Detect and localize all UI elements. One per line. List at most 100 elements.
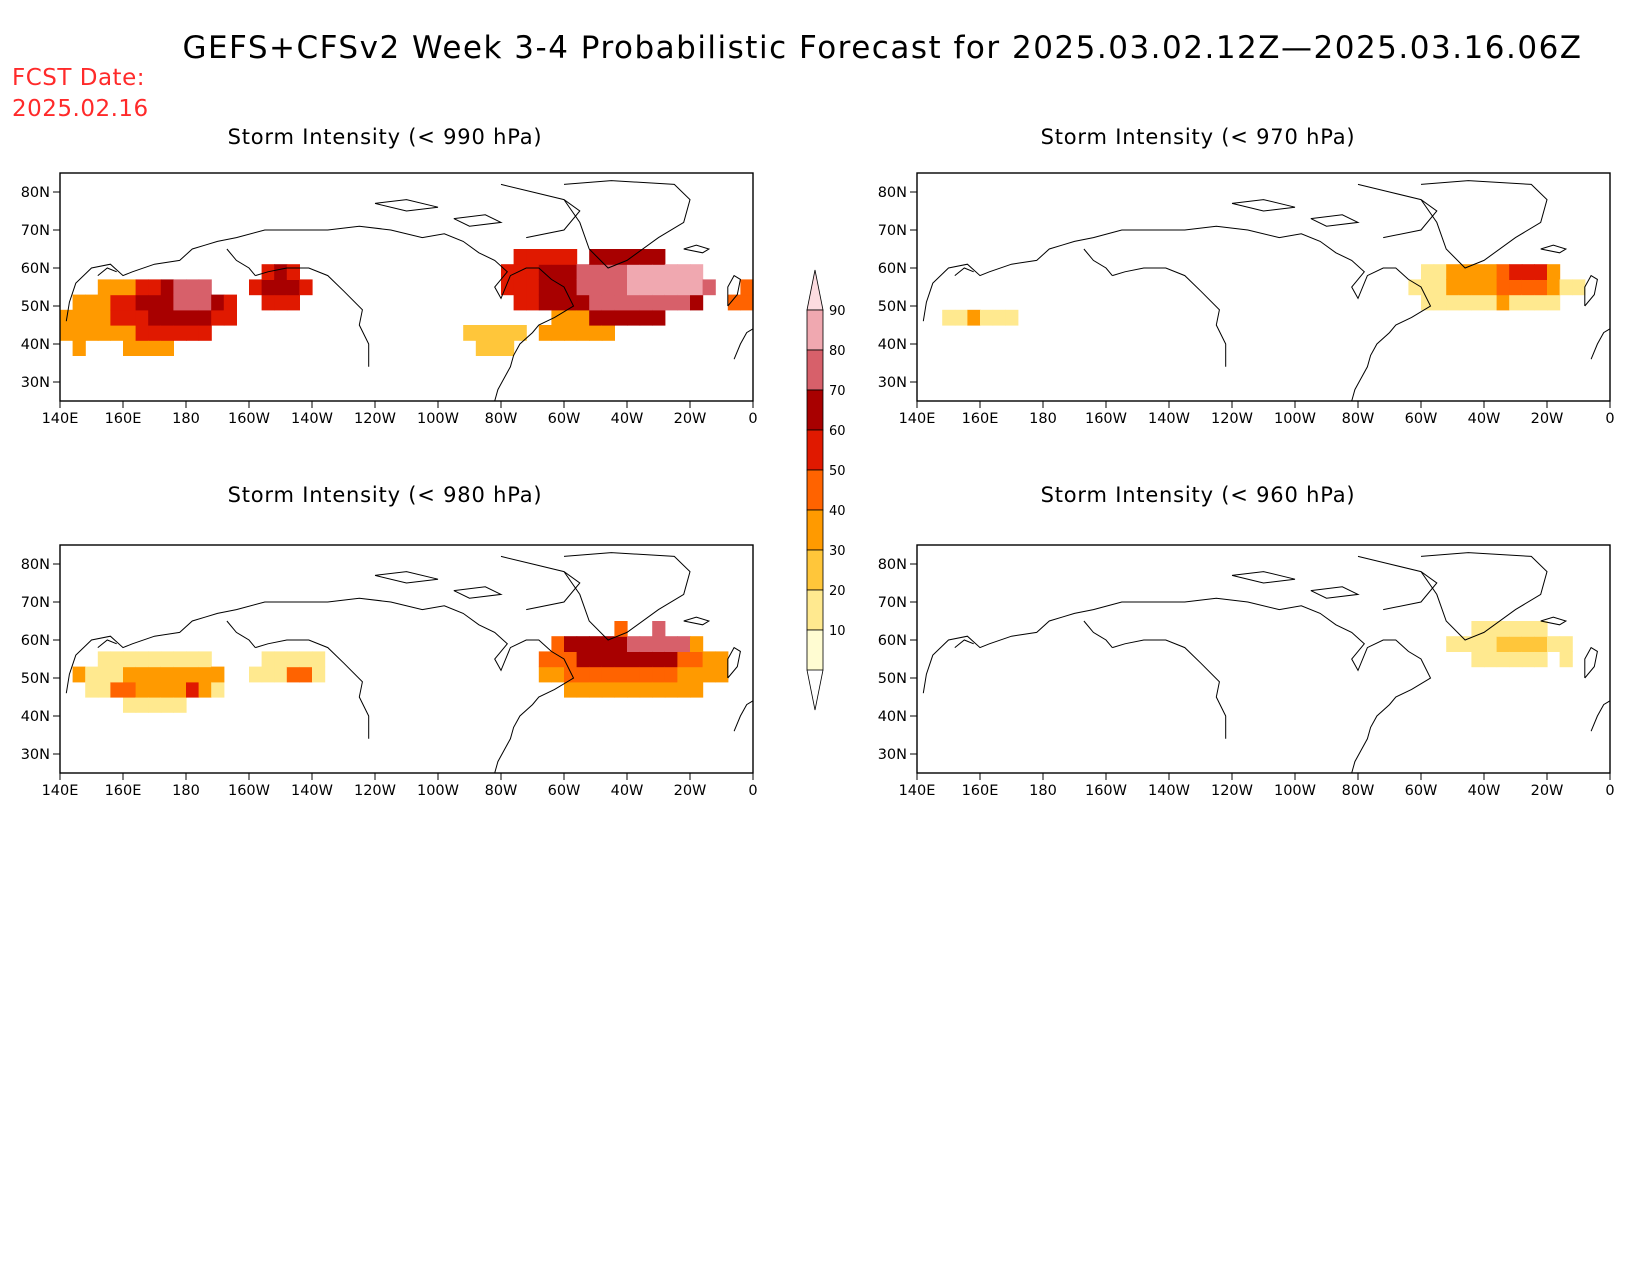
probability-cell (97, 651, 111, 668)
probability-cell (1471, 264, 1485, 280)
probability-cell (513, 325, 527, 341)
probability-cell (1471, 651, 1485, 668)
y-tick-label: 30N (878, 375, 907, 391)
coastline (65, 597, 575, 774)
y-tick-label: 50N (21, 299, 50, 315)
probability-cell (123, 279, 137, 296)
probability-cell (614, 249, 628, 265)
probability-cell (564, 651, 578, 668)
probability-cell (148, 651, 162, 668)
x-tick-label: 160E (962, 783, 999, 799)
probability-cell (513, 279, 527, 296)
probability-cell (97, 681, 111, 698)
coastline (683, 616, 711, 626)
x-tick-label: 140E (899, 411, 936, 427)
y-tick-label: 60N (878, 633, 907, 649)
probability-cell (198, 681, 212, 698)
probability-cell (123, 651, 137, 668)
probability-cell (72, 340, 86, 356)
probability-cell (110, 651, 124, 668)
probability-cell (1005, 309, 1019, 326)
probability-cell (614, 264, 628, 280)
map-panel-980: 80N 70N 60N 50N 40N 30N 140E 160E 180 160W 140W 120… (21, 544, 758, 799)
probability-cell (627, 309, 641, 326)
probability-cell (286, 666, 300, 683)
map-frame (916, 544, 1611, 774)
probability-cell (1496, 621, 1510, 637)
map-panel-960: 80N 70N 60N 50N 40N 30N 140E 160E 180 160W 140W 120… (878, 544, 1615, 799)
probability-cell (551, 666, 565, 683)
x-tick-label: 100W (1274, 783, 1316, 799)
probability-cell (1547, 636, 1561, 652)
probability-cell (551, 249, 565, 265)
probability-cell (186, 325, 200, 341)
probability-cell (1484, 636, 1498, 652)
coastline (727, 274, 741, 307)
probability-cell (589, 681, 603, 698)
x-tick-label: 160E (105, 783, 142, 799)
x-tick-label: 140W (1148, 411, 1190, 427)
probability-cell (249, 279, 263, 296)
probability-cell (1559, 279, 1573, 296)
x-tick-label: 120W (354, 783, 396, 799)
probability-cell (123, 325, 137, 341)
coastline (727, 646, 741, 679)
probability-cell (160, 294, 174, 311)
probability-cell (186, 681, 200, 698)
y-tick-label: 30N (878, 747, 907, 763)
probability-cell (639, 666, 653, 683)
map-frame (59, 172, 754, 402)
probability-cell (564, 249, 578, 265)
coastline (733, 700, 754, 732)
colorbar: 10 20 30 40 50 60 70 80 90 (806, 269, 846, 711)
x-tick-label: 140E (42, 411, 79, 427)
probability-cell (639, 309, 653, 326)
probability-cell (148, 279, 162, 296)
probability-cell (85, 666, 99, 683)
probability-cell (627, 651, 641, 668)
probability-cell (186, 309, 200, 326)
y-tick-label: 40N (21, 709, 50, 725)
probability-cell (538, 249, 552, 265)
coastline (97, 267, 117, 276)
x-tick-label: 180 (172, 783, 200, 799)
x-tick-label: 40W (611, 783, 644, 799)
probability-cell (1433, 264, 1447, 280)
probability-cell (123, 666, 137, 683)
coastline (1231, 571, 1296, 584)
probability-cell (72, 294, 86, 311)
probability-cell (576, 279, 590, 296)
y-tick-label: 50N (878, 299, 907, 315)
coastline (1310, 214, 1360, 227)
probability-cell (627, 294, 641, 311)
probability-cell (551, 279, 565, 296)
probability-cell (274, 651, 288, 668)
probability-cell (614, 666, 628, 683)
probability-cell (690, 264, 704, 280)
x-tick-label: 180 (1029, 411, 1057, 427)
probability-cell (551, 325, 565, 341)
probability-cell (576, 651, 590, 668)
probability-cell (1496, 279, 1510, 296)
probability-cell (740, 279, 754, 296)
probability-cell (589, 636, 603, 652)
probability-cell (211, 666, 225, 683)
probability-cell (538, 279, 552, 296)
y-tick-label: 50N (21, 671, 50, 687)
x-tick-label: 120W (1211, 783, 1253, 799)
probability-cell (1458, 279, 1472, 296)
probability-cell (173, 294, 187, 311)
x-tick-label: 20W (1531, 783, 1564, 799)
colorbar-label: 90 (829, 304, 846, 319)
probability-cell (564, 294, 578, 311)
probability-cell (1534, 294, 1548, 311)
probability-cell (992, 309, 1006, 326)
probability-cell (299, 279, 313, 296)
probability-cell (1547, 294, 1561, 311)
colorbar-swatch (806, 429, 824, 471)
colorbar-swatch (806, 589, 824, 631)
probability-cell (1547, 279, 1561, 296)
probability-cell (551, 651, 565, 668)
probability-cell (627, 666, 641, 683)
probability-cell (589, 294, 603, 311)
